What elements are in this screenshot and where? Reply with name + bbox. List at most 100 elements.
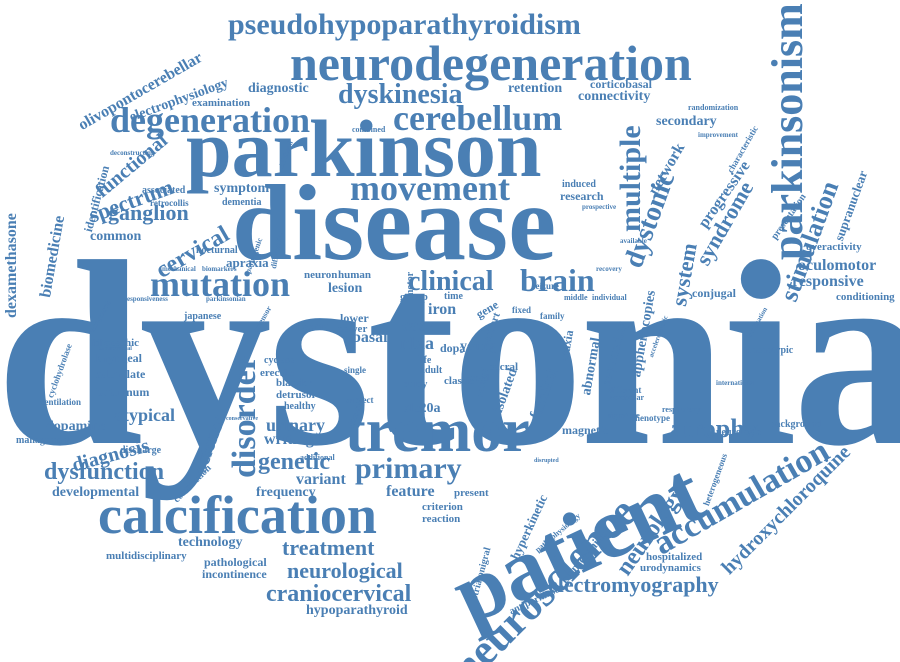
word-fixed: fixed [512,305,531,315]
word-ganglion: ganglion [108,200,189,225]
word-clinical: clinical [408,266,494,297]
word-dyskinesia: dyskinesia [338,79,463,110]
word-associated: associated [142,185,186,196]
word-discharge: discharge [120,445,162,456]
word-calcification: calcification [98,485,377,545]
word-magnetic: magnetic [562,423,609,437]
word-deconstructing: deconstructing [110,149,155,157]
word-connectivity: connectivity [578,89,651,104]
word-life: life [418,355,432,366]
word-nbia: nbia [400,333,435,353]
word-frequency: frequency [256,485,316,500]
word-criterion: criterion [422,501,463,513]
word-corticobasal: corticobasal [590,77,652,91]
word-young: young [460,339,497,354]
word-urinary: urinary [266,415,326,435]
word-present: present [454,487,489,499]
word-phenotype: phenotype [630,413,671,423]
word-human: human [338,269,372,281]
word-dementia: dementia [222,197,262,208]
word-cerebellum: cerebellum [393,98,563,138]
word-group: group [400,291,428,303]
word-dexamethasone: dexamethasone [3,213,20,318]
word-incontinence: incontinence [202,567,267,581]
word-neurodegeneration: neurodegeneration [290,35,692,91]
word-secondary: secondary [656,114,717,129]
word-adenylate: adenylate [96,367,146,381]
word-disease: disease [232,164,556,283]
word-time: time [444,291,463,302]
word-dopamine: dopamine [46,419,106,434]
word-nocturnal: nocturnal [196,245,238,256]
word-sacral: sacral [490,361,519,373]
word-retrocollis: retrocollis [150,198,189,208]
word-power: power [338,323,368,335]
word-feature: feature [386,483,435,500]
word-erectile: erectile [260,367,294,379]
word-bladder: bladder [276,377,313,389]
word-neurological: neurological [287,558,403,583]
word-apraxia: apraxia [226,255,269,270]
word-reaction: reaction [422,513,461,525]
word-responsive: responsive [792,273,864,290]
word-idiopathic: idiopathic [92,337,140,349]
word-induced: induced [562,179,596,190]
word-combined: combined [352,125,386,134]
word-mechanical: mechanical [162,265,196,273]
word-basal: basal [352,329,388,346]
word-mutation: mutation [150,264,291,304]
word-craniocervical: craniocervical [266,581,412,607]
word-different: different [608,385,642,395]
word-movement: movement [350,168,510,208]
word-brain: brain [520,262,595,298]
word-healthy: healthy [284,401,316,412]
word-middle: middle [564,293,588,302]
word-case: case [402,315,434,335]
word-hospitalized: hospitalized [646,551,703,563]
word-randomization: randomization [688,103,739,112]
word-examination: examination [192,97,251,109]
word-study: study [404,379,428,390]
word-parkinsonian: parkinsonian [206,295,246,303]
word-detrusor: detrusor [276,389,317,401]
word-research: research [560,189,604,203]
word-adult: adult [420,365,443,376]
word-multidisciplinary: multidisciplinary [106,550,187,562]
word-retention: retention [508,81,563,96]
word-respiratory: respiratory [662,405,701,414]
word-developmental: developmental [52,485,140,500]
word-tremor: tremor [345,397,530,465]
word-motor: motor [405,271,416,298]
word-prospective: prospective [582,203,617,211]
word-hypoparathyroid: hypoparathyroid [306,603,408,618]
word-japanese: japanese [184,311,222,322]
word-atypical: atypical [114,405,175,425]
word-technology: technology [178,535,243,550]
word-diagnostic: diagnostic [248,81,309,96]
word-improvement: improvement [698,131,738,139]
word-available: available [620,237,647,245]
word-ventilation: ventilation [40,397,82,407]
word-cyclase: cyclase [264,355,294,366]
word-parkinson: parkinson [186,103,542,194]
word-intracerebral: intracerebral [98,346,132,352]
word-responsiveness: responsiveness [124,295,168,303]
word-neuron: neuron [304,269,338,281]
word-conservative: conservative [226,416,258,422]
word-exome: exome [296,319,329,333]
word-lower: lower [340,311,369,325]
word-oculomotor: oculomotor [798,257,877,274]
word-biomarkers: biomarkers [202,265,237,273]
word-cerebellar: cerebellar [610,393,645,402]
word-electromyography: electromyography [548,572,719,597]
word-primary: primary [355,452,462,485]
word-conditioning: conditioning [836,291,895,303]
word-signature: signature [608,411,640,420]
word-lesion: lesion [328,281,363,296]
word-disrupted: disrupted [534,458,559,464]
word-writing: writing [264,431,314,448]
word-recovery: recovery [596,265,622,273]
word-management: management [16,435,71,446]
word-phenotypic: phenotypic [746,345,794,356]
